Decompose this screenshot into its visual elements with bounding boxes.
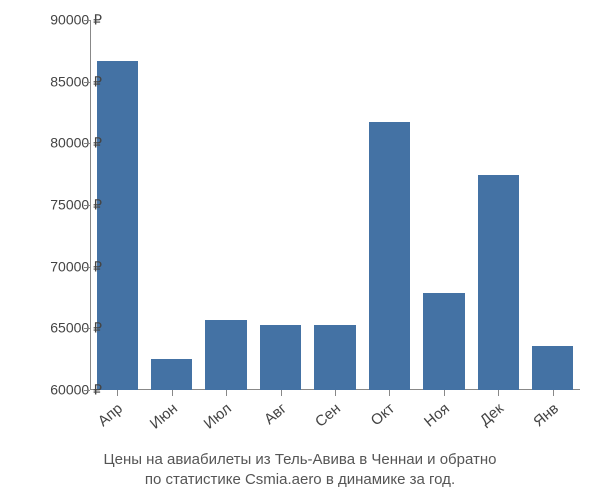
x-tick-mark: [553, 390, 554, 396]
bar: [97, 61, 138, 390]
y-tick-label: 75000 ₽: [50, 197, 102, 214]
y-tick-mark: [84, 205, 90, 206]
y-tick-mark: [84, 390, 90, 391]
y-tick-label: 70000 ₽: [50, 258, 102, 275]
bar: [369, 122, 410, 390]
y-tick-label: 90000 ₽: [50, 12, 102, 29]
y-tick-mark: [84, 328, 90, 329]
y-tick-label: 60000 ₽: [50, 382, 102, 399]
chart-caption: Цены на авиабилеты из Тель-Авива в Ченна…: [0, 450, 600, 491]
x-tick-mark: [444, 390, 445, 396]
caption-line-2: по статистике Csmia.aero в динамике за г…: [145, 471, 455, 488]
bar: [151, 359, 192, 390]
x-tick-label: Сен: [312, 400, 344, 431]
bar: [260, 325, 301, 390]
x-tick-label: Июн: [146, 400, 180, 433]
x-tick-mark: [226, 390, 227, 396]
y-tick-label: 85000 ₽: [50, 73, 102, 90]
x-tick-label: Окт: [368, 400, 398, 429]
caption-line-1: Цены на авиабилеты из Тель-Авива в Ченна…: [104, 451, 497, 468]
y-tick-mark: [84, 20, 90, 21]
x-tick-label: Июл: [201, 400, 235, 433]
x-tick-mark: [335, 390, 336, 396]
y-tick-mark: [84, 143, 90, 144]
x-tick-mark: [389, 390, 390, 396]
bar: [314, 325, 355, 390]
x-tick-mark: [498, 390, 499, 396]
y-tick-label: 80000 ₽: [50, 135, 102, 152]
bar: [532, 346, 573, 390]
chart-area: [90, 20, 580, 390]
y-tick-mark: [84, 82, 90, 83]
bar: [478, 175, 519, 390]
bar: [205, 320, 246, 390]
x-tick-label: Янв: [530, 400, 562, 430]
x-tick-mark: [172, 390, 173, 396]
x-tick-label: Дек: [477, 400, 507, 429]
bar: [423, 293, 464, 390]
plot-area: [90, 20, 580, 390]
x-tick-mark: [117, 390, 118, 396]
y-tick-mark: [84, 267, 90, 268]
x-tick-mark: [281, 390, 282, 396]
y-tick-label: 65000 ₽: [50, 320, 102, 337]
x-tick-label: Апр: [95, 400, 126, 430]
x-tick-label: Авг: [261, 400, 290, 428]
x-tick-label: Ноя: [421, 400, 453, 431]
chart-container: 60000 ₽ 65000 ₽ 70000 ₽ 75000 ₽ 80000 ₽ 85000…: [0, 0, 600, 500]
